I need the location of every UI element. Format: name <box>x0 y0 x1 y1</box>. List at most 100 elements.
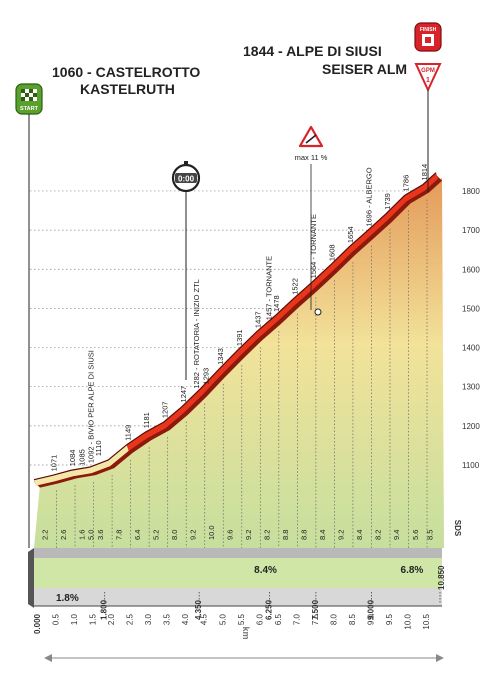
gradient-label: 8.4 <box>355 530 364 540</box>
altitude-label: 1282 - ROTATORIA - INIZIO ZTL <box>192 279 201 389</box>
altitude-label: 1654 <box>346 226 355 243</box>
gradient-label: 10.0 <box>207 525 216 540</box>
gradient-label: 5.2 <box>151 530 160 540</box>
y-tick-label: 1100 <box>462 461 480 470</box>
x-tick-label: 5.0 <box>218 613 227 625</box>
gradient-label: 2.6 <box>59 530 68 540</box>
max-gradient-label: max 11 % <box>295 153 328 162</box>
altitude-label: 1522 <box>290 278 299 295</box>
x-tick-label: 6.5 <box>274 613 283 625</box>
altitude-label: 1110 <box>94 441 103 457</box>
y-tick-label: 1600 <box>462 265 480 274</box>
altitude-label: 1696 - ALBERGO <box>364 167 373 226</box>
profile-side <box>28 548 34 608</box>
start-badge-label: START <box>20 106 39 112</box>
x-marker-label: 7.500 <box>311 599 320 620</box>
finish-title-line1: 1844 - ALPE DI SIUSI <box>243 43 382 59</box>
x-tick-label: 0.000 <box>33 613 42 634</box>
x-tick-label: 1.5 <box>89 613 98 625</box>
gradient-label: 9.2 <box>188 530 197 540</box>
y-tick-label: 1700 <box>462 226 480 235</box>
gradient-label: 8.2 <box>374 530 383 540</box>
altitude-label: 1085 <box>77 449 86 466</box>
gradient-label: 6.4 <box>133 530 142 540</box>
start-badge: START <box>15 83 43 115</box>
average-gradient-label: 6.8% <box>401 565 424 576</box>
warning-icon <box>298 125 324 148</box>
y-tick-label: 1800 <box>462 187 480 196</box>
x-tick-label: 3.0 <box>144 613 153 625</box>
gradient-label: 9.2 <box>337 530 346 540</box>
x-tick-label: 9.0 <box>366 613 375 625</box>
altitude-label: 1084 <box>68 450 77 467</box>
gradient-label: 9.6 <box>226 530 235 540</box>
average-gradient-label: 8.4% <box>254 565 277 576</box>
x-tick-label: 5.5 <box>237 613 246 625</box>
finish-badge: FINISH <box>414 22 442 52</box>
gradient-label: 8.5 <box>426 530 435 540</box>
x-marker-label: 4.350 <box>194 599 203 620</box>
x-marker-label: 9.000 <box>366 599 375 620</box>
altitude-label: 1207 <box>161 401 170 418</box>
gradient-label: 1.6 <box>77 530 86 540</box>
gpm-marker: GPM 1 <box>414 63 442 93</box>
x-tick-label: 10.5 <box>422 613 431 629</box>
x-tick-label: 7.5 <box>311 613 320 625</box>
finish-badge-label: FINISH <box>420 27 437 33</box>
x-tick-label: 6.0 <box>255 613 264 625</box>
road-surface <box>34 172 438 486</box>
average-gradient-labels: 1.8% 8.4% 6.8% <box>56 565 423 604</box>
altitude-label: 1739 <box>383 193 392 210</box>
sds-label: SDS <box>453 520 462 537</box>
x-tick-label: 2.0 <box>107 613 116 625</box>
x-axis: 0.000 0.5 1.0 1.5 2.0 2.5 3.0 3.5 4.0 4.5 5.0 5.5 6.… <box>33 565 446 634</box>
altitude-label: 1457 - TORNANTE <box>264 256 273 320</box>
gradient-label: 8.2 <box>263 530 272 540</box>
x-marker-label: 1.800 <box>100 599 109 620</box>
altitude-label: 1149 <box>124 425 133 441</box>
altitude-label: 1391 <box>235 329 244 346</box>
gpm-category: 1 <box>426 77 430 84</box>
road-edge <box>33 172 437 481</box>
altitude-label: 1564 - TORNANTE <box>309 214 318 278</box>
x-tick-label: 3.5 <box>163 613 172 625</box>
stopwatch-icon: 0:00 <box>171 161 201 193</box>
altitude-label: 1293 <box>201 368 210 385</box>
y-tick-label: 1300 <box>462 383 480 392</box>
x-tick-label: 10.0 <box>404 613 413 629</box>
x-marker-label: 10.850 <box>437 565 446 590</box>
timer-label: 0:00 <box>178 175 195 184</box>
altitude-label: 1437 <box>253 311 262 328</box>
base-band-ground <box>34 588 442 606</box>
y-tick-label: 1500 <box>462 304 480 313</box>
x-tick-label: 4.5 <box>200 613 209 625</box>
x-tick-label: 4.0 <box>181 613 190 625</box>
distance-bracket <box>44 654 444 662</box>
gradient-label: 5.6 <box>411 530 420 540</box>
altitude-label: 1814 <box>420 164 429 181</box>
finish-title-line2: SEISER ALM <box>322 61 407 77</box>
x-tick-label: 1.0 <box>70 613 79 625</box>
altitude-label: 1786 <box>402 175 411 192</box>
y-axis: 1100 1200 1300 1400 1500 1600 1700 1800 <box>462 187 480 470</box>
average-gradient-label: 1.8% <box>56 593 79 604</box>
y-tick-label: 1400 <box>462 344 480 353</box>
gradient-labels: 2.2 2.6 1.6 3.6 7.8 6.4 5.2 8.0 9.2 10.0 9.6 9.2 8.2… <box>40 525 434 540</box>
gradient-label: 2.2 <box>40 530 49 540</box>
x-tick-label: 0.5 <box>52 613 61 625</box>
road-flat-section <box>34 444 129 486</box>
x-tick-label: 8.0 <box>329 613 338 625</box>
altitude-label: 1092 - BIVIO PER ALPE DI SIUSI <box>87 350 96 463</box>
altitude-label: 1247 <box>179 386 188 403</box>
x-tick-label: 2.5 <box>126 613 135 625</box>
profile-road <box>33 172 442 488</box>
gradient-label: 9.4 <box>392 530 401 540</box>
altitude-labels: 1071 1084 1085 1092 - BIVIO PER ALPE DI SIU… <box>50 164 430 472</box>
x-tick-label: 7.0 <box>292 613 301 625</box>
gradient-label: 3.6 <box>96 530 105 540</box>
x-tick-label: 9.5 <box>385 613 394 625</box>
gradient-label: 9.2 <box>244 530 253 540</box>
altitude-label: 1608 <box>327 244 336 261</box>
x-marker-label: 6.250 <box>265 599 274 620</box>
